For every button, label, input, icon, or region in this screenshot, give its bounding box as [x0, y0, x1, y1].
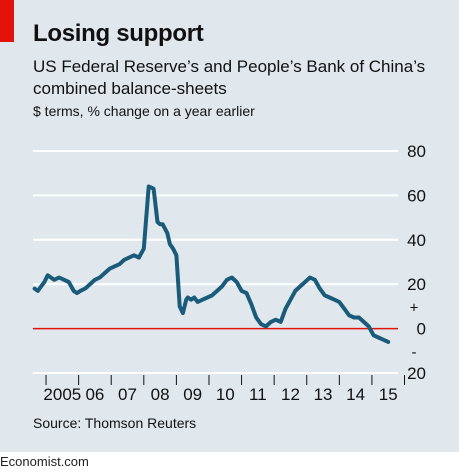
- y-axis-labels: 80 60 40 20 0 20 + -: [407, 142, 426, 383]
- x-tick-label: 08: [151, 385, 170, 404]
- chart-units: $ terms, % change on a year earlier: [33, 103, 255, 119]
- y-positive-marker: +: [410, 299, 419, 316]
- x-tick-label: 12: [281, 385, 300, 404]
- y-tick-label: 0: [417, 320, 426, 339]
- chart-title: Losing support: [33, 20, 204, 47]
- series-group: [32, 184, 391, 344]
- y-negative-marker: -: [412, 344, 417, 361]
- gridlines: [33, 150, 398, 374]
- x-tick-label: 2005: [43, 385, 81, 404]
- y-tick-label: 60: [407, 186, 426, 205]
- x-tick-label: 15: [379, 385, 398, 404]
- y-tick-label: 20: [407, 364, 426, 383]
- x-tick-label: 13: [314, 385, 333, 404]
- brand-tag: [0, 0, 14, 42]
- x-tick-label: 07: [118, 385, 137, 404]
- line-chart: 80 60 40 20 0 20 + - 2005 06 07 08 09 10 11 12 13 14 15: [32, 142, 426, 404]
- footer-credit: Economist.com: [0, 454, 89, 469]
- x-tick-label: 06: [85, 385, 104, 404]
- source-note: Source: Thomson Reuters: [33, 415, 197, 431]
- x-tick-label: 14: [346, 385, 365, 404]
- x-tick-label: 10: [216, 385, 235, 404]
- series-line: [32, 184, 391, 344]
- chart-card: [0, 0, 459, 452]
- y-tick-label: 40: [407, 231, 426, 250]
- chart-subtitle: US Federal Reserve’s and People’s Bank o…: [33, 57, 426, 98]
- x-tick-label: 09: [183, 385, 202, 404]
- y-tick-label: 80: [407, 142, 426, 161]
- y-tick-label: 20: [407, 275, 426, 294]
- x-axis-labels: 2005 06 07 08 09 10 11 12 13 14 15: [43, 375, 406, 404]
- x-tick-label: 11: [249, 385, 267, 404]
